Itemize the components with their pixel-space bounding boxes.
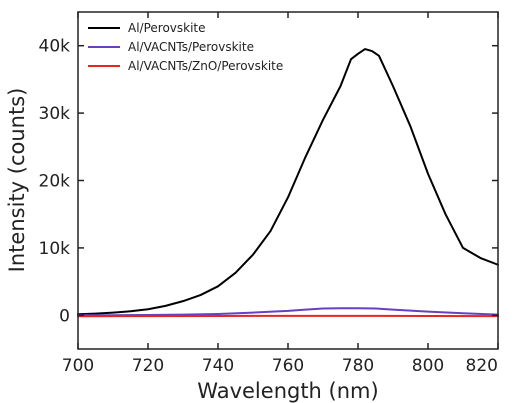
legend-label-1: Al/Perovskite: [128, 21, 206, 35]
x-tick-label: 760: [272, 356, 304, 376]
x-axis-title: Wavelength (nm): [197, 379, 378, 403]
y-tick-label: 40k: [39, 37, 71, 57]
x-tick-label: 700: [62, 356, 94, 376]
y-axis-title: Intensity (counts): [5, 88, 29, 273]
x-tick-label: 800: [412, 356, 444, 376]
legend-label-3: Al/VACNTs/ZnO/Perovskite: [128, 59, 283, 73]
y-tick-label: 30k: [39, 104, 71, 124]
y-tick-label: 0: [59, 306, 70, 326]
x-tick-label: 740: [202, 356, 234, 376]
x-tick-label: 780: [342, 356, 374, 376]
x-tick-label: 720: [132, 356, 164, 376]
x-tick-label: 820: [466, 356, 498, 376]
legend-label-2: Al/VACNTs/Perovskite: [128, 40, 254, 54]
y-tick-label: 10k: [39, 239, 71, 259]
y-tick-label: 20k: [39, 172, 71, 192]
